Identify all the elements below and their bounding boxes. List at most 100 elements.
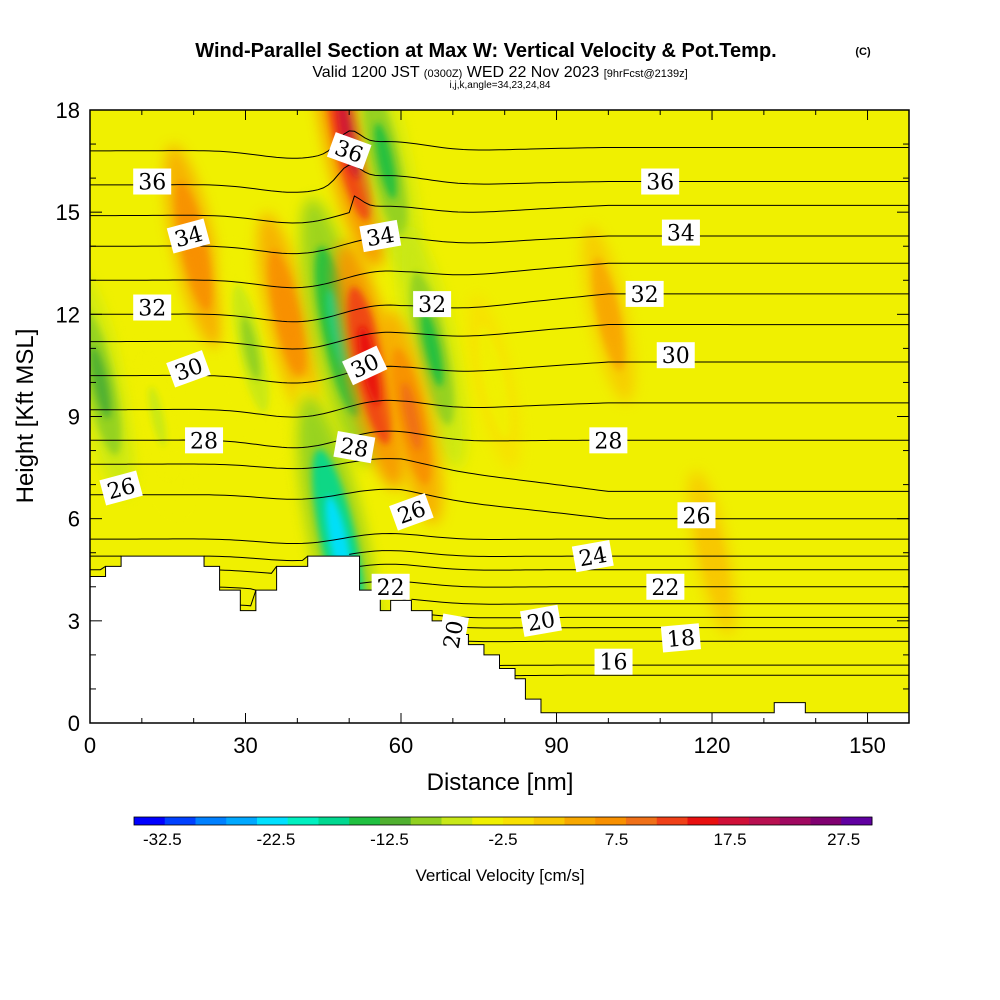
theta-contour bbox=[90, 293, 909, 323]
y-axis-label: Height [Kft MSL] bbox=[12, 329, 39, 504]
chart-title-group: Wind-Parallel Section at Max W: Vertical… bbox=[195, 40, 871, 91]
theta-label: 26 bbox=[677, 502, 716, 529]
colorbar-swatch bbox=[226, 817, 258, 825]
colorbar-swatch bbox=[779, 817, 811, 825]
theta-contour bbox=[90, 235, 909, 255]
theta-contour bbox=[90, 563, 909, 574]
colorbar-swatch bbox=[687, 817, 719, 825]
theta-contour bbox=[90, 262, 909, 289]
theta-contour bbox=[90, 430, 909, 449]
theta-label: 28 bbox=[185, 427, 224, 454]
subtitle-date: WED 22 Nov 2023 bbox=[467, 64, 600, 81]
theta-label: 24 bbox=[571, 540, 614, 572]
colorbar-swatch bbox=[595, 817, 627, 825]
theta-label: 34 bbox=[359, 219, 402, 252]
colorbar-swatch bbox=[472, 817, 504, 825]
colorbar-swatch bbox=[380, 817, 412, 825]
theta-label: 20 bbox=[519, 604, 562, 637]
colorbar-label: Vertical Velocity [cm/s] bbox=[415, 866, 584, 885]
svg-text:28: 28 bbox=[594, 429, 622, 454]
theta-label: 36 bbox=[641, 168, 680, 196]
theta-contour bbox=[90, 399, 909, 418]
theta-contour bbox=[90, 532, 909, 544]
colorbar-swatch bbox=[164, 817, 196, 825]
colorbar: -32.5 -22.5 -12.5 -2.5 7.5 17.5 27.5 bbox=[133, 816, 873, 849]
colorbar-swatch bbox=[287, 817, 319, 825]
y-tick-label: 9 bbox=[68, 405, 80, 430]
x-tick-label: 60 bbox=[389, 733, 413, 758]
theta-contour bbox=[432, 614, 909, 619]
y-tick-label: 0 bbox=[68, 711, 80, 736]
svg-text:24: 24 bbox=[577, 543, 609, 572]
colorbar-swatch bbox=[533, 817, 565, 825]
svg-text:36: 36 bbox=[138, 171, 166, 196]
svg-text:32: 32 bbox=[418, 293, 446, 318]
theta-label: 20 bbox=[436, 613, 469, 656]
theta-label: 18 bbox=[660, 623, 701, 653]
colorbar-swatch bbox=[656, 817, 688, 825]
chart-title-mark: (C) bbox=[855, 46, 871, 58]
theta-label: 28 bbox=[333, 431, 376, 463]
theta-label: 36 bbox=[326, 132, 372, 170]
svg-text:32: 32 bbox=[631, 283, 659, 308]
colorbar-tick-label: -32.5 bbox=[143, 830, 182, 849]
colorbar-swatch bbox=[410, 817, 442, 825]
colorbar-swatch bbox=[503, 817, 535, 825]
svg-text:36: 36 bbox=[646, 171, 674, 196]
chart-subtitle: Valid 1200 JST (0300Z) WED 22 Nov 2023 [… bbox=[312, 64, 687, 81]
y-tick-label: 12 bbox=[56, 302, 80, 327]
theta-contour bbox=[90, 195, 909, 224]
colorbar-swatch bbox=[441, 817, 473, 825]
colorbar-swatch bbox=[134, 817, 166, 825]
colorbar-swatch bbox=[718, 817, 750, 825]
vv-feature bbox=[257, 213, 317, 416]
terrain-mask bbox=[90, 555, 909, 723]
colorbar-swatch bbox=[810, 817, 842, 825]
y-tick-label: 3 bbox=[68, 609, 80, 634]
y-tick-label: 6 bbox=[68, 507, 80, 532]
colorbar-tick-label: -2.5 bbox=[488, 830, 517, 849]
svg-text:22: 22 bbox=[651, 576, 679, 601]
svg-text:26: 26 bbox=[682, 504, 710, 529]
colorbar-swatch bbox=[318, 817, 350, 825]
theta-label: 22 bbox=[371, 573, 410, 601]
theta-label: 26 bbox=[99, 470, 143, 506]
colorbar-swatch bbox=[195, 817, 227, 825]
colorbar-tick-label: -12.5 bbox=[370, 830, 409, 849]
svg-text:28: 28 bbox=[338, 434, 370, 463]
colorbar-swatch bbox=[749, 817, 781, 825]
theta-contour bbox=[90, 550, 909, 562]
colorbar-swatch bbox=[626, 817, 658, 825]
theta-label: 28 bbox=[589, 427, 628, 454]
x-tick-label: 90 bbox=[544, 733, 568, 758]
chart-title: Wind-Parallel Section at Max W: Vertical… bbox=[195, 40, 776, 62]
colorbar-swatch bbox=[257, 817, 289, 825]
subtitle-main: Valid 1200 JST bbox=[312, 64, 420, 81]
chart-subtitle-indices: i,j,k,angle=34,23,24,84 bbox=[450, 80, 551, 91]
svg-text:30: 30 bbox=[662, 344, 690, 369]
colorbar-tick-label: 27.5 bbox=[827, 830, 860, 849]
subtitle-run: [9hrFcst@2139z] bbox=[604, 68, 688, 80]
svg-text:22: 22 bbox=[377, 576, 405, 601]
theta-label: 32 bbox=[625, 280, 664, 308]
theta-contour bbox=[90, 164, 909, 193]
x-tick-label: 0 bbox=[84, 733, 96, 758]
svg-text:28: 28 bbox=[190, 429, 218, 454]
colorbar-swatch bbox=[349, 817, 381, 825]
theta-contour bbox=[90, 130, 909, 159]
theta-label: 32 bbox=[133, 294, 172, 322]
svg-text:32: 32 bbox=[138, 297, 166, 322]
theta-contour-lines bbox=[90, 130, 909, 677]
y-tick-label: 18 bbox=[56, 98, 80, 123]
theta-label: 32 bbox=[413, 291, 452, 318]
theta-label: 36 bbox=[133, 168, 172, 196]
x-axis-label: Distance [nm] bbox=[427, 769, 574, 796]
colorbar-tick-label: 7.5 bbox=[605, 830, 629, 849]
vv-feature bbox=[582, 226, 635, 403]
theta-label: 16 bbox=[594, 648, 633, 676]
colorbar-tick-label: 17.5 bbox=[714, 830, 747, 849]
x-tick-label: 30 bbox=[233, 733, 257, 758]
